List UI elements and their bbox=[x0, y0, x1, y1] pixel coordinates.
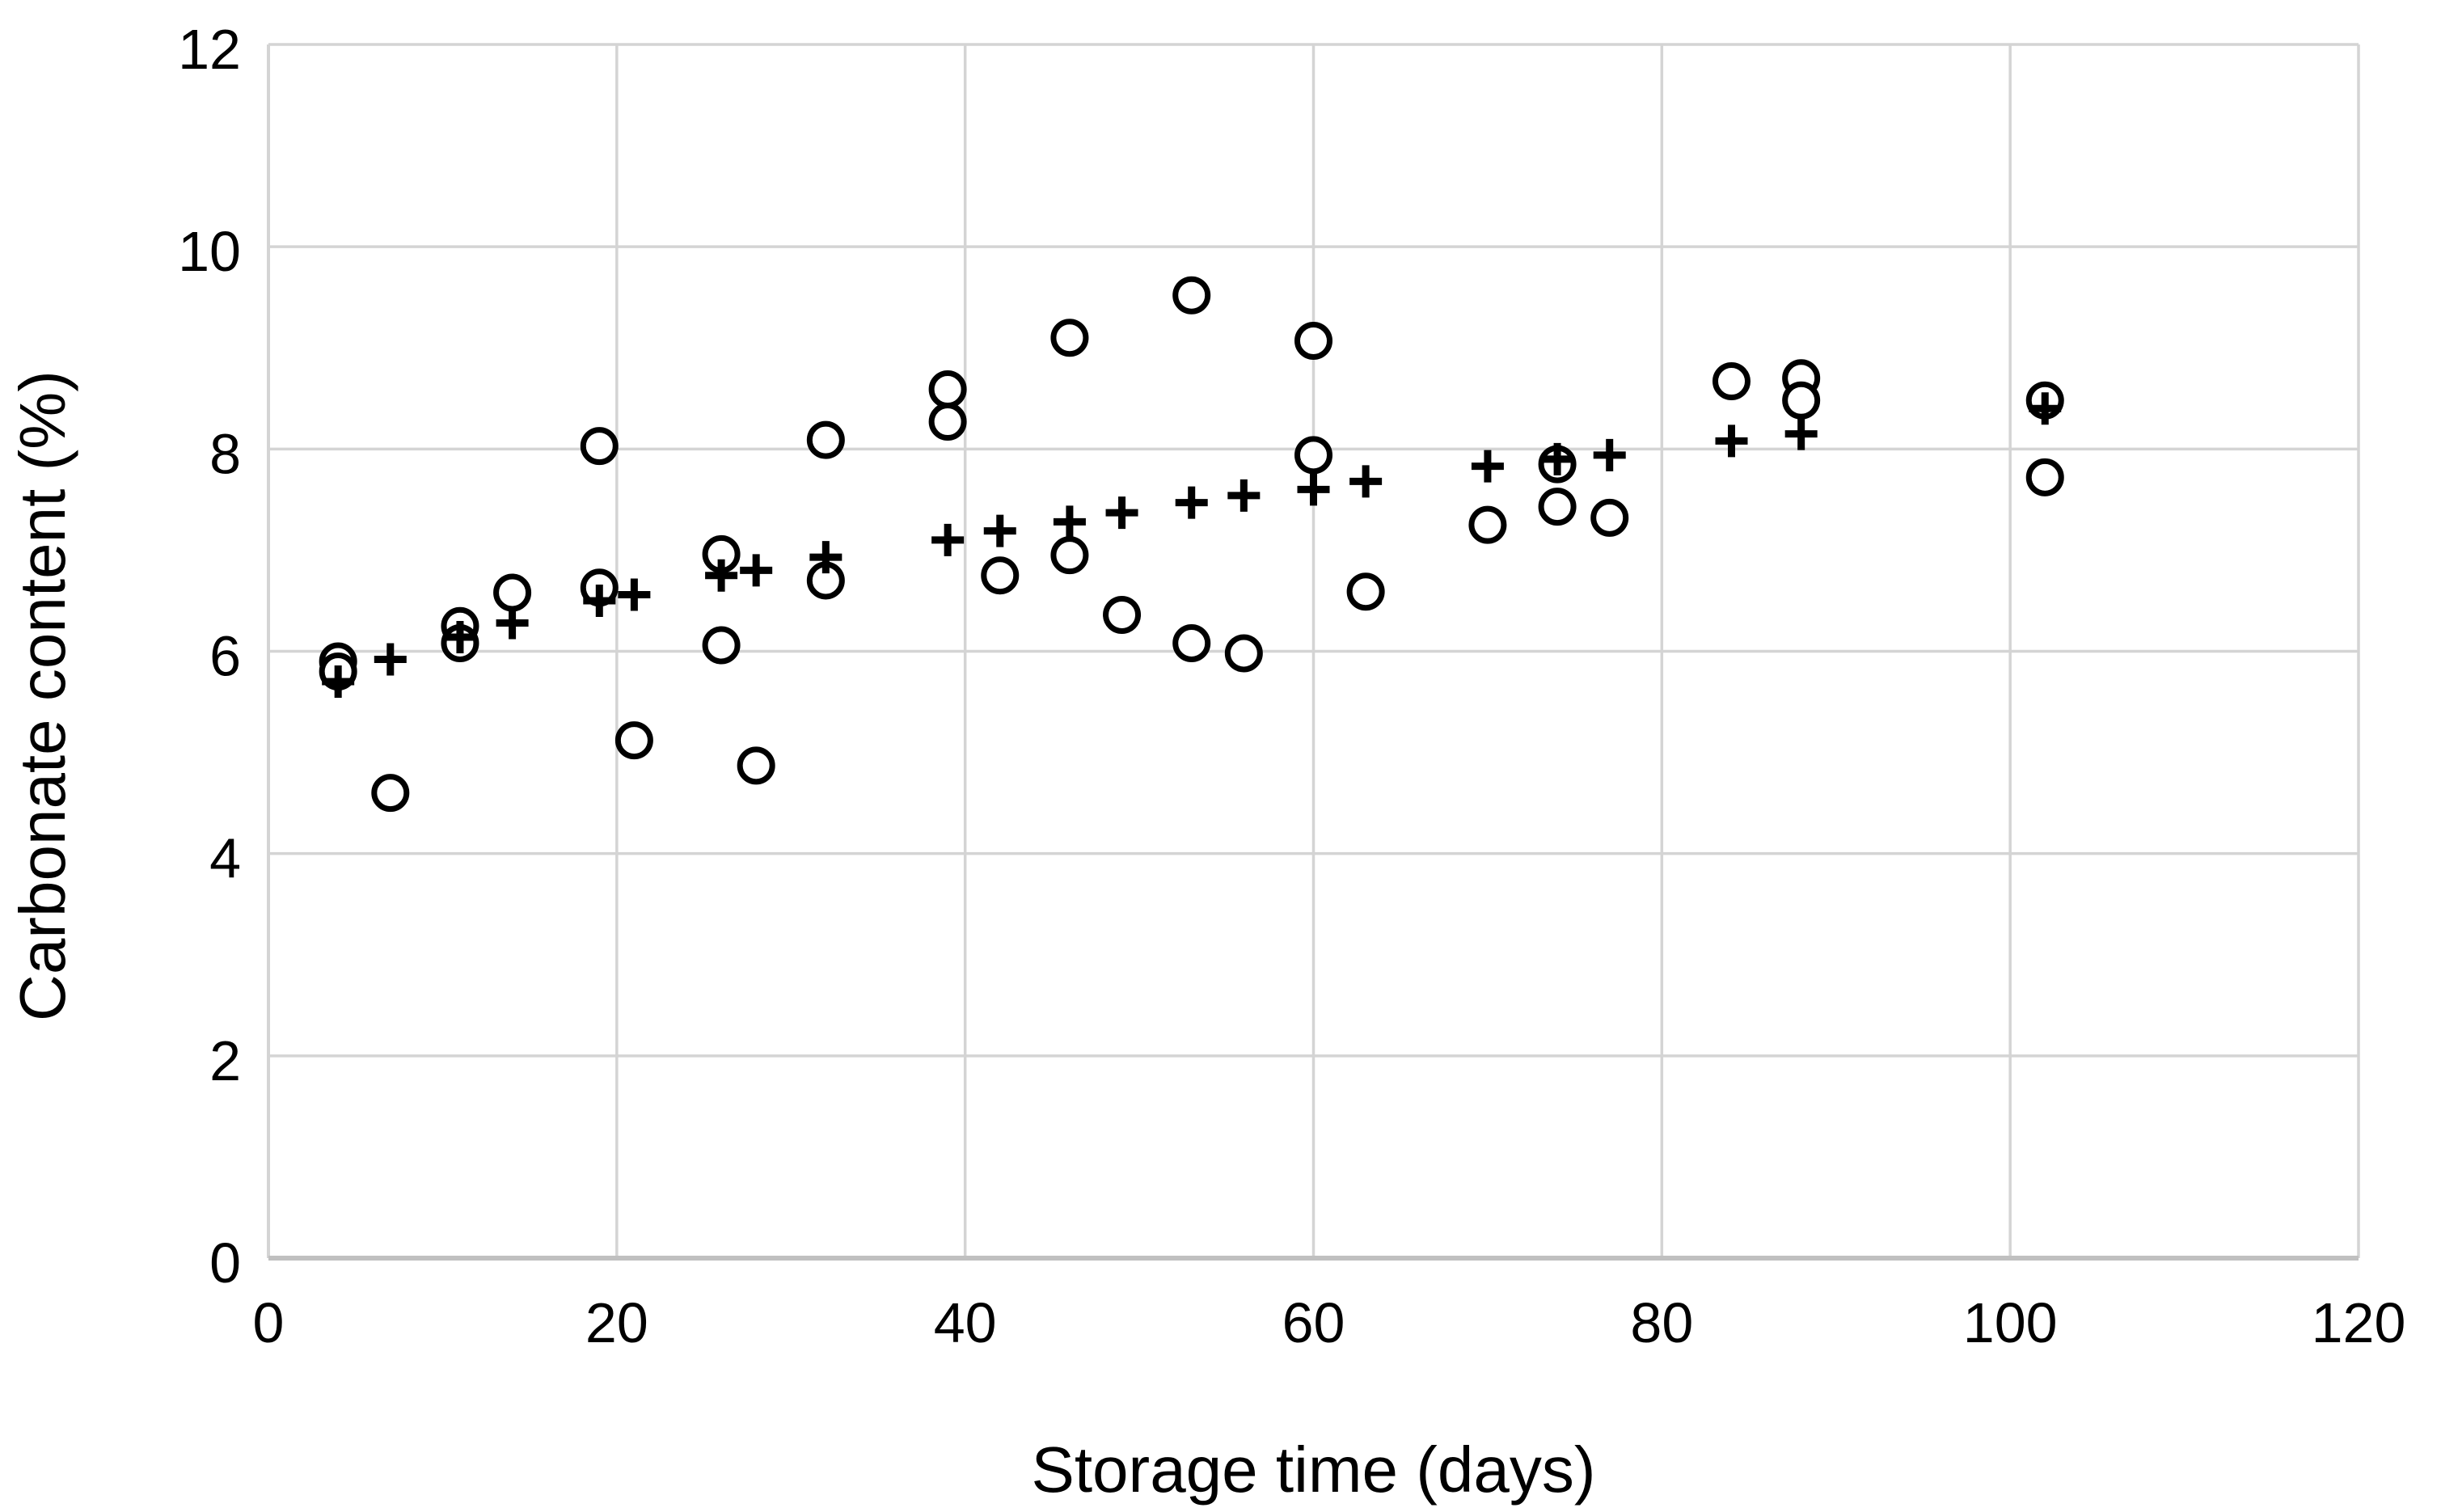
data-point-plus bbox=[322, 665, 355, 699]
data-point-circle bbox=[1050, 319, 1089, 357]
data-point-circle bbox=[702, 626, 741, 665]
data-point-circle bbox=[580, 427, 619, 466]
data-point-circle bbox=[1346, 572, 1385, 611]
axis-lines bbox=[267, 44, 2359, 1261]
data-point-circle bbox=[493, 573, 532, 612]
y-tick-label: 2 bbox=[209, 1029, 241, 1092]
y-axis-title: Carbonate content (%) bbox=[6, 370, 78, 1021]
y-tick-label: 8 bbox=[209, 422, 241, 485]
data-point-plus bbox=[931, 523, 965, 556]
data-point-plus bbox=[1227, 479, 1261, 512]
x-tick-label: 20 bbox=[585, 1291, 648, 1354]
data-point-plus bbox=[496, 606, 529, 640]
data-point-plus bbox=[1541, 442, 1574, 475]
data-point-plus bbox=[740, 554, 773, 587]
data-point-circle bbox=[1468, 505, 1507, 544]
data-point-plus bbox=[1175, 486, 1208, 519]
data-point-plus bbox=[618, 578, 651, 611]
data-point-circle bbox=[1538, 488, 1577, 526]
data-point-circle bbox=[806, 420, 845, 459]
data-point-circle bbox=[1294, 436, 1332, 475]
data-point-circle bbox=[1103, 595, 1142, 634]
data-point-plus bbox=[1784, 417, 1818, 450]
data-point-circle bbox=[1172, 276, 1211, 315]
plus-series bbox=[322, 392, 2062, 699]
y-tick-labels: 0 2 4 6 8 10 12 bbox=[178, 18, 241, 1294]
data-point-plus bbox=[1105, 496, 1138, 530]
data-point-plus bbox=[809, 541, 843, 574]
data-point-plus bbox=[2029, 392, 2062, 425]
data-point-plus bbox=[1471, 450, 1504, 483]
data-point-circle bbox=[1782, 381, 1821, 420]
data-point-plus bbox=[705, 559, 738, 592]
data-point-plus bbox=[1053, 505, 1086, 538]
x-tick-labels: 0 20 40 60 80 100 120 bbox=[253, 1291, 2406, 1354]
data-point-circle bbox=[1294, 321, 1332, 360]
data-point-circle bbox=[1224, 634, 1263, 673]
data-point-plus bbox=[1715, 424, 1748, 458]
data-point-circle bbox=[1172, 623, 1211, 662]
gridlines bbox=[267, 43, 2360, 1260]
data-point-circle bbox=[928, 370, 967, 409]
y-tick-label: 4 bbox=[209, 827, 241, 890]
y-tick-label: 12 bbox=[178, 18, 241, 81]
data-point-plus bbox=[983, 514, 1016, 547]
data-point-plus bbox=[1593, 438, 1626, 471]
data-point-plus bbox=[1349, 465, 1383, 498]
data-point-circle bbox=[1050, 536, 1089, 575]
data-point-circle bbox=[1590, 498, 1629, 537]
y-tick-label: 10 bbox=[178, 220, 241, 283]
x-tick-label: 80 bbox=[1630, 1291, 1693, 1354]
data-point-circle bbox=[981, 556, 1020, 595]
y-tick-label: 0 bbox=[209, 1231, 241, 1294]
data-point-circle bbox=[1713, 362, 1751, 401]
x-tick-label: 60 bbox=[1282, 1291, 1345, 1354]
x-tick-label: 0 bbox=[253, 1291, 285, 1354]
data-point-plus bbox=[1297, 473, 1330, 506]
data-point-circle bbox=[2025, 458, 2064, 496]
data-point-circle bbox=[614, 721, 653, 760]
x-tick-label: 40 bbox=[934, 1291, 997, 1354]
x-tick-label: 100 bbox=[1963, 1291, 2058, 1354]
data-point-plus bbox=[374, 643, 407, 676]
y-tick-label: 6 bbox=[209, 625, 241, 688]
data-point-circle bbox=[371, 774, 410, 813]
data-point-circle bbox=[928, 403, 967, 441]
data-point-plus bbox=[443, 620, 476, 653]
circle-series bbox=[319, 276, 2064, 813]
x-axis-title: Storage time (days) bbox=[1031, 1434, 1595, 1506]
x-tick-label: 120 bbox=[2312, 1291, 2406, 1354]
data-point-plus bbox=[583, 584, 616, 617]
data-point-circle bbox=[737, 746, 775, 785]
